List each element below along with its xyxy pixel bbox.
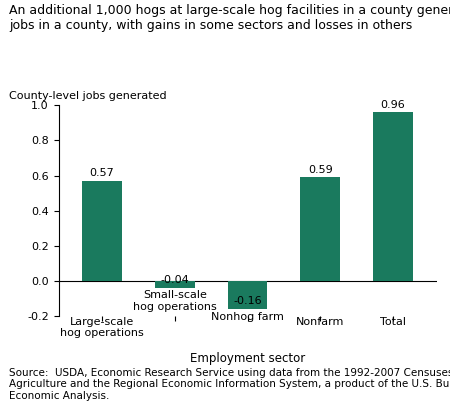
Bar — [228, 281, 267, 309]
Text: -0.16: -0.16 — [233, 296, 262, 306]
Text: Nonfarm: Nonfarm — [296, 317, 344, 327]
Text: 0.59: 0.59 — [308, 164, 333, 175]
Bar — [373, 112, 413, 281]
Text: Employment sector: Employment sector — [190, 352, 305, 365]
Text: County-level jobs generated: County-level jobs generated — [9, 91, 167, 101]
Bar — [155, 281, 195, 288]
Text: 0.96: 0.96 — [381, 100, 405, 110]
Bar — [300, 177, 340, 281]
Text: -0.04: -0.04 — [161, 275, 189, 285]
Text: Total: Total — [380, 317, 406, 327]
Text: Small-scale
hog operations: Small-scale hog operations — [133, 290, 217, 312]
Text: 0.57: 0.57 — [90, 168, 114, 178]
Text: An additional 1,000 hogs at large-scale hog facilities in a county generates 0.9: An additional 1,000 hogs at large-scale … — [9, 4, 450, 32]
Bar — [82, 181, 122, 281]
Text: Source:  USDA, Economic Research Service using data from the 1992-2007 Censuses : Source: USDA, Economic Research Service … — [9, 368, 450, 401]
Text: Large-scale
hog operations: Large-scale hog operations — [60, 317, 144, 339]
Text: Nonhog farm: Nonhog farm — [211, 311, 284, 322]
